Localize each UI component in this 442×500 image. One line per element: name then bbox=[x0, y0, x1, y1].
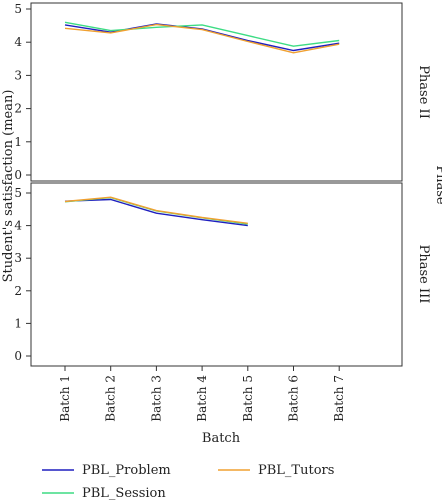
y-tick-label: 2 bbox=[14, 102, 22, 116]
y-tick-label: 2 bbox=[14, 284, 22, 298]
x-tick-label: Batch 3 bbox=[149, 375, 163, 422]
y-tick-label: 5 bbox=[14, 186, 22, 200]
y-tick-label: 4 bbox=[14, 35, 22, 49]
x-tick-label: Batch 4 bbox=[195, 375, 209, 422]
legend: PBL_Problem PBL_Tutors PBL_Session bbox=[42, 463, 334, 500]
y-tick-label: 0 bbox=[14, 349, 22, 363]
x-axis-title: Batch bbox=[202, 431, 241, 446]
x-tick-label: Batch 7 bbox=[332, 375, 346, 422]
series-line-pbl-tutors bbox=[64, 23, 340, 54]
x-tick-label: Batch 6 bbox=[287, 375, 301, 422]
y-tick-label: 1 bbox=[14, 135, 22, 149]
chart-marks: 0 1 2 3 4 5 0 1 2 3 4 5 Batch 1 Batch 2 Batch 3 Batch 4… bbox=[14, 2, 346, 422]
series-line-pbl-session bbox=[64, 21, 340, 47]
panel-strip-label-phase-ii: Phase II bbox=[416, 65, 431, 119]
y-tick-label: 4 bbox=[14, 219, 22, 233]
legend-label-pbl-problem: PBL_Problem bbox=[82, 463, 171, 478]
series-line-pbl-tutors bbox=[64, 196, 248, 224]
series-line-pbl-problem bbox=[64, 198, 248, 227]
y-tick-label: 3 bbox=[14, 68, 22, 82]
y-axis-title: Student's satisfaction (mean) bbox=[1, 90, 16, 283]
panel-frame-phase-iii bbox=[30, 182, 403, 367]
legend-label-pbl-session: PBL_Session bbox=[82, 486, 166, 500]
facet-title: Phase bbox=[433, 165, 442, 205]
panel-frame-phase-ii bbox=[30, 2, 403, 182]
y-tick-label: 3 bbox=[14, 251, 22, 265]
y-tick-label: 5 bbox=[14, 2, 22, 16]
series-line-pbl-problem bbox=[64, 23, 340, 52]
x-tick-label: Batch 1 bbox=[58, 375, 72, 422]
y-tick-label: 1 bbox=[14, 316, 22, 330]
panel-strip-label-phase-iii: Phase III bbox=[416, 245, 431, 304]
legend-label-pbl-tutors: PBL_Tutors bbox=[258, 463, 334, 478]
x-tick-label: Batch 5 bbox=[241, 375, 255, 422]
y-tick-label: 0 bbox=[14, 168, 22, 182]
x-tick-label: Batch 2 bbox=[104, 375, 118, 422]
